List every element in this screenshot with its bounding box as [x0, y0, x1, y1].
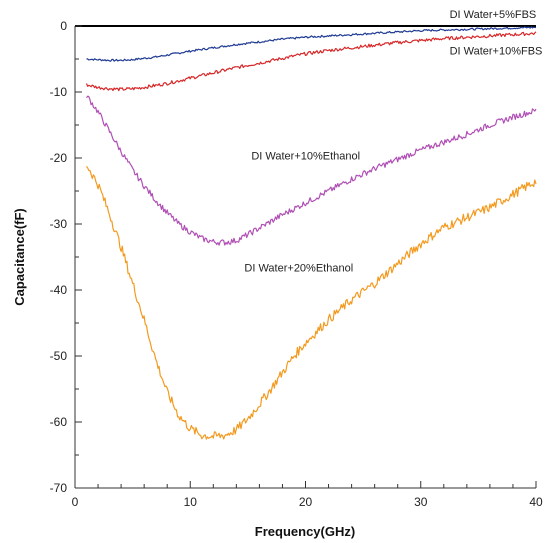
y-tick-label: -30 — [50, 217, 68, 231]
series-layer — [85, 26, 537, 440]
y-tick-label: -10 — [50, 85, 68, 99]
x-tick-label: 20 — [299, 495, 313, 509]
x-tick-label: 40 — [529, 495, 543, 509]
series-line — [85, 31, 537, 92]
series-labels: DI Water+5%FBS DI Water+10%FBS DI Water+10… — [244, 9, 542, 274]
y-tick-label: -60 — [50, 415, 68, 429]
y-tick-label: -50 — [50, 349, 68, 363]
series-line — [86, 95, 537, 246]
series-label: DI Water+20%Ethanol — [244, 263, 353, 275]
series-line — [86, 166, 537, 440]
series-label: DI Water+5%FBS — [450, 9, 537, 21]
y-tick-label: -20 — [50, 151, 68, 165]
x-tick-label: 10 — [184, 495, 198, 509]
y-axis-title: Capacitance(fF) — [12, 208, 27, 306]
x-tick-label: 0 — [72, 495, 79, 509]
series-line — [86, 26, 537, 62]
x-axis-ticks: 0 10 20 30 40 — [72, 481, 543, 509]
y-tick-label: -70 — [50, 481, 68, 495]
y-tick-label: 0 — [60, 19, 67, 33]
x-axis-title: Frequency(GHz) — [255, 524, 355, 539]
x-tick-label: 30 — [414, 495, 428, 509]
y-tick-label: -40 — [50, 283, 68, 297]
series-label: DI Water+10%FBS — [450, 45, 543, 57]
plot-area — [74, 25, 536, 489]
y-axis-ticks: 0 -10 -20 -30 -40 -50 -60 -70 — [50, 19, 82, 495]
series-label: DI Water+10%Ethanol — [251, 150, 360, 162]
